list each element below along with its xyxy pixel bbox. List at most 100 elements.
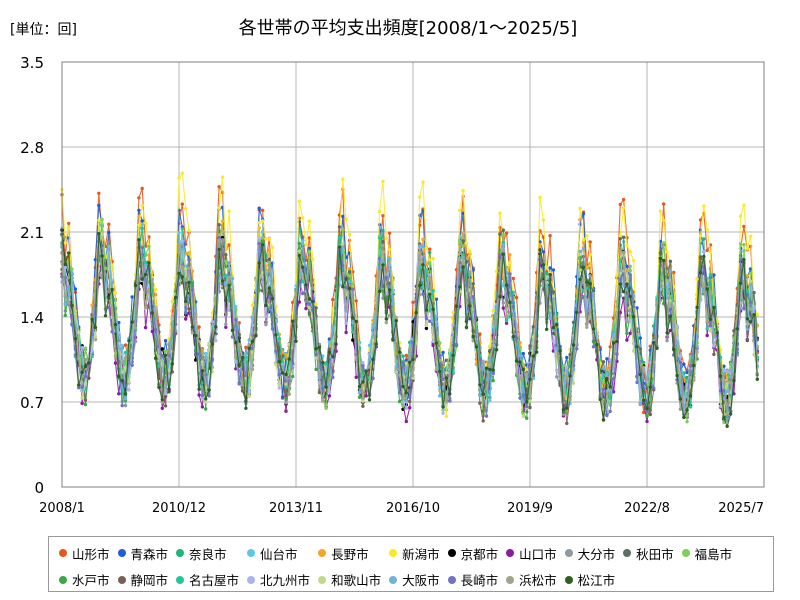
data-point — [628, 308, 632, 312]
data-point — [464, 325, 469, 329]
data-point — [635, 345, 639, 349]
data-point — [408, 395, 412, 400]
data-point — [588, 308, 592, 312]
data-point — [578, 249, 582, 254]
data-point — [227, 308, 231, 312]
data-point — [157, 385, 161, 390]
data-point — [752, 290, 756, 295]
data-point — [130, 320, 134, 324]
data-point — [63, 293, 67, 297]
data-point — [381, 228, 385, 233]
legend-item: 秋田市 — [619, 542, 674, 565]
legend-label: 新潟市 — [402, 546, 440, 562]
data-point — [521, 367, 525, 372]
data-point — [491, 378, 495, 383]
data-point — [143, 325, 148, 330]
data-point — [123, 392, 128, 396]
data-point — [127, 388, 131, 392]
data-point — [387, 257, 392, 261]
data-point — [291, 300, 295, 305]
data-point — [454, 304, 459, 308]
data-point — [354, 319, 358, 324]
data-point — [605, 366, 609, 371]
data-point — [297, 249, 301, 253]
data-point — [725, 411, 729, 416]
data-point — [601, 360, 606, 364]
data-point — [642, 410, 646, 415]
data-point — [431, 307, 435, 311]
data-point — [738, 242, 743, 246]
data-point — [712, 294, 716, 298]
data-point — [63, 262, 67, 266]
data-point — [384, 236, 388, 241]
x-tick-label: 2010/12 — [152, 501, 206, 516]
data-point — [301, 265, 305, 269]
data-point — [488, 398, 492, 403]
legend-item: 長崎市 — [444, 569, 498, 592]
data-point — [277, 336, 281, 341]
data-point — [284, 382, 288, 386]
data-point — [180, 265, 184, 270]
data-point — [284, 372, 288, 377]
data-point — [601, 366, 606, 370]
data-point — [264, 303, 268, 308]
data-point — [391, 338, 395, 342]
data-point — [180, 275, 184, 279]
data-point — [167, 341, 171, 345]
data-point — [107, 248, 111, 252]
data-point — [287, 357, 291, 361]
data-point — [702, 254, 706, 259]
data-point — [521, 351, 525, 356]
data-point — [488, 367, 492, 372]
data-point — [481, 419, 485, 423]
data-point — [217, 238, 221, 243]
data-point — [504, 321, 509, 325]
data-point — [668, 314, 673, 319]
data-point — [585, 325, 589, 329]
data-point — [384, 317, 388, 321]
legend-label: 仙台市 — [260, 546, 298, 562]
data-point — [608, 358, 612, 362]
data-point — [184, 299, 188, 304]
data-point — [438, 341, 442, 345]
data-point — [80, 385, 84, 389]
data-point — [511, 276, 515, 281]
data-point — [722, 372, 726, 376]
data-point — [548, 305, 552, 309]
data-point — [170, 317, 174, 321]
legend-marker — [385, 575, 401, 585]
data-point — [458, 240, 462, 244]
data-point — [728, 412, 733, 416]
data-point — [381, 263, 385, 267]
data-point — [377, 289, 382, 294]
data-point — [484, 366, 489, 370]
data-point — [113, 322, 118, 327]
data-point — [424, 308, 429, 312]
data-point — [220, 219, 225, 223]
data-point — [695, 350, 699, 354]
data-point — [217, 236, 221, 240]
data-point — [588, 281, 592, 286]
data-point — [411, 320, 415, 324]
data-point — [608, 388, 612, 393]
data-point — [685, 420, 689, 424]
data-point — [545, 327, 549, 331]
data-point — [234, 341, 238, 345]
data-point — [571, 320, 576, 324]
legend-label: 秋田市 — [636, 546, 674, 562]
data-point — [224, 325, 228, 329]
data-point — [421, 237, 425, 242]
data-point — [561, 408, 566, 412]
data-point — [361, 361, 365, 365]
data-point — [394, 370, 398, 374]
data-point — [551, 268, 556, 272]
data-point — [237, 363, 241, 367]
data-point — [123, 356, 128, 360]
data-point — [270, 327, 275, 331]
data-point — [494, 348, 499, 352]
data-point — [421, 244, 425, 248]
data-point — [120, 352, 124, 357]
data-point — [107, 222, 111, 226]
data-point — [214, 325, 218, 329]
data-point — [167, 390, 171, 394]
